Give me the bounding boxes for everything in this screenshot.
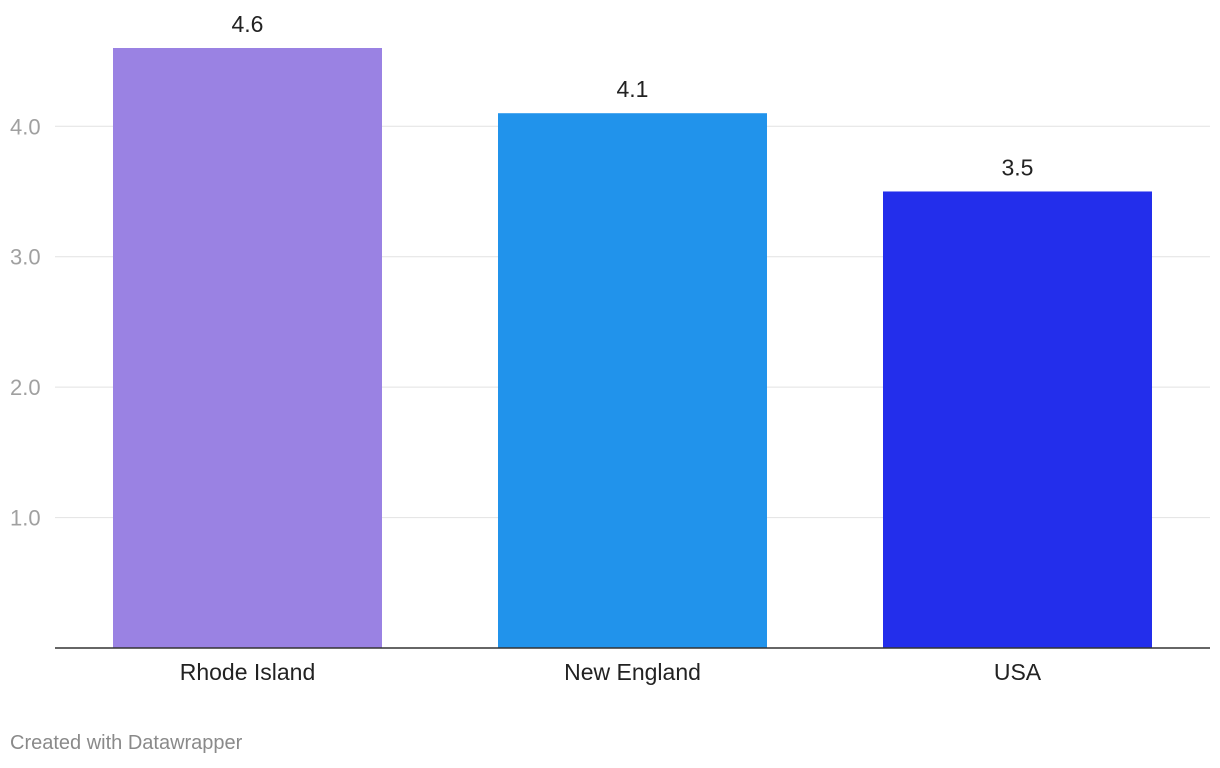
x-tick-label: New England: [564, 659, 701, 685]
y-tick-label: 1.0: [10, 506, 41, 531]
bar: [883, 191, 1152, 648]
credit-text: Created with Datawrapper: [10, 732, 243, 754]
labels: 1.0 2.0 3.0 4.0 4.6 Rhode Island 4.1 New Englan…: [10, 11, 1042, 685]
x-tick-label: USA: [994, 659, 1042, 685]
data-label: 3.5: [1002, 154, 1034, 180]
x-tick-label: Rhode Island: [180, 659, 316, 685]
data-label: 4.1: [617, 76, 649, 102]
bar: [113, 48, 382, 648]
y-tick-label: 4.0: [10, 114, 41, 139]
data-label: 4.6: [232, 11, 264, 37]
bar: [498, 113, 767, 648]
bars: [113, 48, 1152, 648]
y-tick-label: 2.0: [10, 375, 41, 400]
y-tick-label: 3.0: [10, 245, 41, 270]
